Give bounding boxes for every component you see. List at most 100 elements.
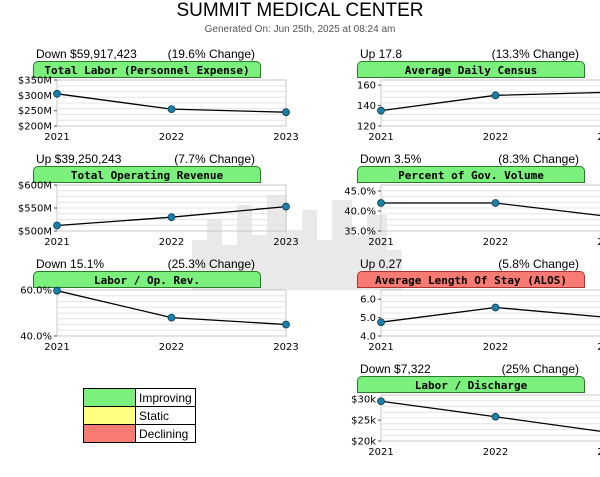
- x-tick-label: 2023: [597, 132, 600, 143]
- change-text: Down $7,322: [360, 362, 431, 376]
- y-tick-label: 40.0%: [344, 207, 376, 218]
- chart-title: Percent of Gov. Volume: [357, 166, 585, 183]
- y-tick-label: $300M: [18, 91, 52, 102]
- status-legend: Improving Static Declining: [83, 388, 196, 443]
- line-chart: 120 140 160 2021 2022 2023: [357, 79, 600, 143]
- legend-swatch-declining: [83, 424, 136, 443]
- data-point: [282, 202, 290, 211]
- x-tick-label: 2023: [273, 237, 298, 248]
- chart-panel-percent-gov-volume: Down 3.5% (8.3% Change) Percent of Gov. …: [324, 152, 600, 262]
- x-tick-label: 2021: [368, 447, 393, 458]
- x-tick-label: 2022: [483, 447, 508, 458]
- generated-timestamp: Generated On: Jun 25th, 2025 at 08:24 am: [204, 24, 396, 35]
- x-tick-label: 2021: [368, 132, 393, 143]
- y-tick-label: $20k: [351, 437, 376, 448]
- data-point: [377, 318, 385, 327]
- y-tick-label: 4.0: [360, 332, 376, 343]
- x-tick-label: 2023: [597, 237, 600, 248]
- percent-change-text: (25% Change): [501, 362, 579, 376]
- y-tick-label: 60.0%: [20, 286, 52, 297]
- x-tick-label: 2021: [44, 342, 69, 353]
- y-tick-label: 6.0: [360, 295, 376, 306]
- chart-panel-average-daily-census: Up 17.8 (13.3% Change) Average Daily Cen…: [324, 47, 600, 157]
- series-line: [381, 202, 600, 217]
- y-tick-label: $25k: [351, 416, 376, 427]
- line-chart: $200M $250M $300M $350M 2021 2022 2023: [18, 76, 299, 144]
- skyline-watermark: [192, 195, 402, 290]
- x-tick-label: 2023: [597, 342, 600, 353]
- data-point: [377, 397, 385, 406]
- percent-change-text: (19.6% Change): [167, 47, 255, 61]
- legend-row-static: Static: [83, 406, 196, 425]
- change-text: Up $39,250,243: [36, 152, 122, 166]
- data-point: [167, 105, 176, 114]
- chart-panel-total-labor: Down $59,917,423 (19.6% Change) Total La…: [0, 47, 299, 157]
- y-tick-label: 35.0%: [344, 227, 376, 238]
- x-tick-label: 2022: [159, 132, 184, 143]
- y-tick-label: 160: [357, 81, 376, 92]
- change-text: Down 15.1%: [36, 257, 105, 271]
- y-tick-label: $600M: [18, 181, 52, 192]
- change-text: Up 0.27: [360, 257, 403, 271]
- x-tick-label: 2023: [273, 132, 298, 143]
- y-tick-label: $200M: [18, 122, 52, 133]
- y-tick-label: $500M: [18, 227, 52, 238]
- chart-panel-labor-per-discharge: Down $7,322 (25% Change) Labor / Dischar…: [324, 362, 600, 472]
- page-title: SUMMIT MEDICAL CENTER: [176, 0, 424, 21]
- y-tick-label: 40.0%: [20, 332, 52, 343]
- legend-row-improving: Improving: [83, 388, 196, 407]
- legend-swatch-improving: [83, 388, 136, 407]
- legend-label-static: Static: [135, 406, 196, 425]
- percent-change-text: (7.7% Change): [174, 152, 255, 166]
- data-point: [53, 89, 61, 98]
- legend-label-declining: Declining: [135, 424, 196, 443]
- legend-row-declining: Declining: [83, 424, 196, 443]
- line-chart: 4.0 5.0 6.0 2021 2022 2023: [360, 289, 600, 353]
- x-tick-label: 2022: [159, 237, 184, 248]
- y-tick-label: 140: [357, 101, 376, 112]
- x-tick-label: 2021: [368, 237, 393, 248]
- y-tick-label: 120: [357, 122, 376, 133]
- line-chart: 35.0% 40.0% 45.0% 2021 2022 2023: [344, 184, 600, 248]
- series-line: [380, 91, 600, 112]
- data-point: [282, 320, 290, 329]
- data-point: [491, 91, 500, 100]
- percent-change-text: (8.3% Change): [498, 152, 579, 166]
- legend-label-improving: Improving: [135, 388, 196, 407]
- y-tick-label: $30k: [351, 395, 376, 406]
- percent-change-text: (25.3% Change): [167, 257, 255, 271]
- data-point: [491, 303, 500, 312]
- y-tick-label: 5.0: [360, 313, 376, 324]
- chart-title: Average Daily Census: [357, 61, 585, 78]
- series-line: [380, 400, 600, 432]
- x-tick-label: 2021: [44, 237, 69, 248]
- line-chart: $500M $550M $600M 2021 2022 2023: [18, 181, 299, 249]
- x-tick-label: 2021: [44, 132, 69, 143]
- chart-panel-total-operating-revenue: Up $39,250,243 (7.7% Change) Total Opera…: [0, 152, 299, 262]
- data-point: [53, 286, 61, 295]
- change-text: Down $59,917,423: [36, 47, 137, 61]
- legend-swatch-static: [83, 406, 136, 425]
- chart-panel-labor-op-rev: Down 15.1% (25.3% Change) Labor / Op. Re…: [0, 257, 299, 367]
- data-point: [377, 106, 385, 115]
- chart-title: Labor / Op. Rev.: [33, 271, 261, 288]
- data-point: [282, 108, 290, 117]
- series-line: [380, 306, 600, 323]
- y-tick-label: $550M: [18, 204, 52, 215]
- percent-change-text: (13.3% Change): [491, 47, 579, 61]
- chart-title: Average Length Of Stay (ALOS): [357, 271, 585, 288]
- change-text: Up 17.8: [360, 47, 403, 61]
- line-chart: 40.0% 60.0% 2021 2022 2023: [20, 286, 299, 354]
- x-tick-label: 2021: [368, 342, 393, 353]
- chart-panel-average-length-of-stay: Up 0.27 (5.8% Change) Average Length Of …: [324, 257, 600, 367]
- x-tick-label: 2022: [159, 342, 184, 353]
- data-point: [53, 221, 61, 230]
- x-tick-label: 2022: [483, 342, 508, 353]
- x-tick-label: 2023: [273, 342, 298, 353]
- data-point: [491, 412, 500, 421]
- data-point: [377, 199, 385, 207]
- x-tick-label: 2022: [483, 237, 508, 248]
- y-tick-label: $250M: [18, 106, 52, 117]
- percent-change-text: (5.8% Change): [498, 257, 579, 271]
- data-point: [491, 199, 500, 207]
